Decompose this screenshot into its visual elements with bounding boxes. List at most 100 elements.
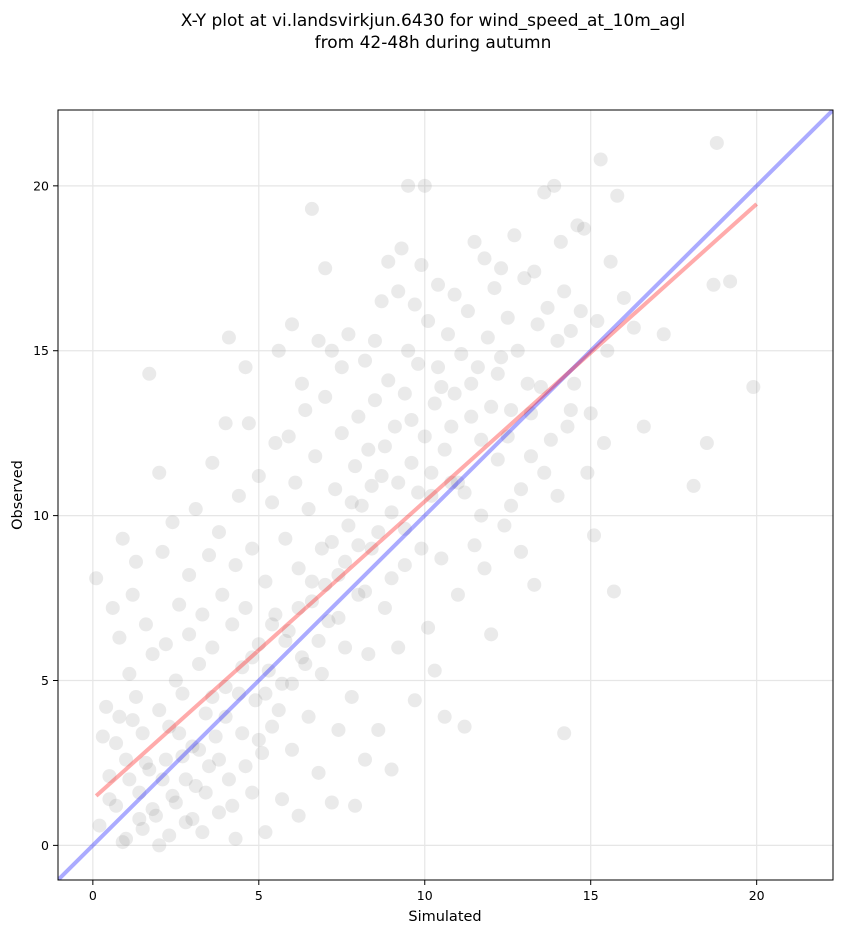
data-point: [198, 706, 213, 721]
data-point: [464, 409, 479, 424]
data-point: [278, 633, 293, 648]
data-point: [182, 627, 197, 642]
data-point: [523, 449, 538, 464]
data-point: [537, 185, 552, 200]
data-point: [440, 327, 455, 342]
data-point: [251, 732, 266, 747]
data-point: [238, 360, 253, 375]
data-point: [626, 320, 641, 335]
data-point: [504, 403, 519, 418]
data-point: [105, 600, 120, 615]
data-point: [606, 584, 621, 599]
data-point: [251, 637, 266, 652]
data-point: [527, 264, 542, 279]
data-point: [494, 261, 509, 276]
data-point: [401, 178, 416, 193]
axis-ticks: 0 5 10 15 20 0 5 10 15 20: [33, 178, 765, 903]
data-point: [152, 838, 167, 853]
data-point: [570, 218, 585, 233]
data-point: [361, 647, 376, 662]
data-point: [361, 442, 376, 457]
data-point: [142, 366, 157, 381]
y-tick-label: 15: [33, 343, 49, 358]
data-point: [636, 419, 651, 434]
data-point: [381, 254, 396, 269]
data-point: [205, 455, 220, 470]
data-point: [497, 518, 512, 533]
data-point: [550, 333, 565, 348]
data-point: [271, 703, 286, 718]
data-point: [394, 241, 409, 256]
data-point: [364, 478, 379, 493]
data-point: [198, 785, 213, 800]
data-point: [268, 607, 283, 622]
data-point: [135, 821, 150, 836]
data-point: [178, 772, 193, 787]
data-point: [331, 567, 346, 582]
chart-title: X-Y plot at vi.landsvirkjun.6430 for win…: [0, 10, 843, 54]
data-point: [421, 620, 436, 635]
data-point: [225, 798, 240, 813]
data-point: [109, 736, 124, 751]
data-point: [477, 251, 492, 266]
data-point: [165, 788, 180, 803]
data-point: [467, 538, 482, 553]
data-point: [178, 815, 193, 830]
data-point: [251, 469, 266, 484]
data-point: [158, 752, 173, 767]
data-point: [603, 254, 618, 269]
data-point: [457, 719, 472, 734]
data-point: [411, 485, 426, 500]
data-point: [334, 360, 349, 375]
data-point: [218, 680, 233, 695]
data-point: [255, 746, 270, 761]
data-point: [437, 709, 452, 724]
data-point: [195, 607, 210, 622]
data-point: [334, 426, 349, 441]
data-point: [135, 726, 150, 741]
data-point: [225, 617, 240, 632]
data-point: [371, 525, 386, 540]
data-point: [119, 831, 134, 846]
data-point: [397, 386, 412, 401]
data-point: [421, 314, 436, 329]
data-point: [367, 333, 382, 348]
data-point: [580, 465, 595, 480]
data-point: [311, 333, 326, 348]
x-tick-label: 20: [749, 888, 765, 903]
data-point: [158, 637, 173, 652]
data-point: [424, 488, 439, 503]
data-point: [175, 686, 190, 701]
data-point: [245, 650, 260, 665]
data-point: [318, 577, 333, 592]
data-point: [168, 795, 183, 810]
data-point: [596, 436, 611, 451]
data-point: [444, 475, 459, 490]
data-point: [593, 152, 608, 167]
data-point: [563, 403, 578, 418]
data-point: [331, 610, 346, 625]
x-axis-label: Simulated: [408, 909, 481, 925]
data-point: [304, 574, 319, 589]
x-tick-label: 0: [89, 888, 97, 903]
data-point: [577, 221, 592, 236]
data-point: [391, 284, 406, 299]
data-point: [172, 597, 187, 612]
data-point: [427, 663, 442, 678]
data-point: [215, 587, 230, 602]
data-point: [391, 475, 406, 490]
data-point: [358, 752, 373, 767]
y-axis-label: Observed: [10, 460, 26, 530]
data-point: [231, 686, 246, 701]
data-point: [328, 482, 343, 497]
data-points: [89, 135, 761, 853]
data-point: [371, 722, 386, 737]
chart-title-line1: X-Y plot at vi.landsvirkjun.6430 for win…: [180, 11, 686, 31]
data-point: [188, 779, 203, 794]
data-point: [152, 703, 167, 718]
data-point: [265, 495, 280, 510]
data-point: [464, 376, 479, 391]
data-point: [500, 310, 515, 325]
data-point: [235, 660, 250, 675]
